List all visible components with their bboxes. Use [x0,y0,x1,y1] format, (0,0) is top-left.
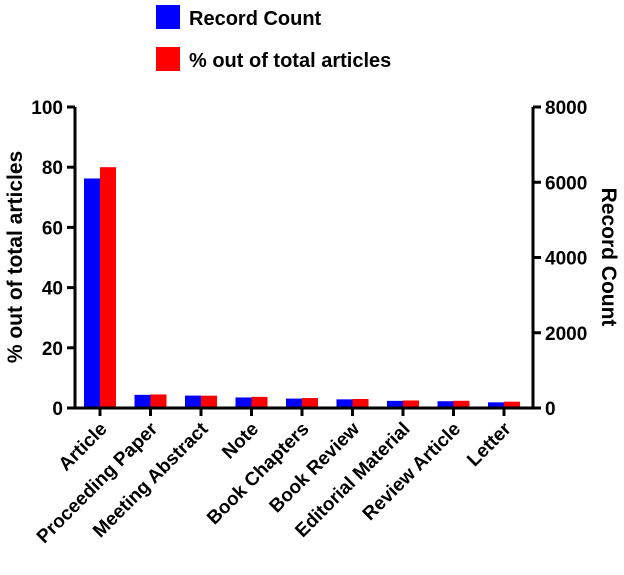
legend: Record Count % out of total articles [156,5,391,72]
x-tick-label: Note [218,419,263,464]
bar-percent-articles [251,396,268,408]
bar-record-count [134,394,151,408]
bar-percent-articles [504,401,520,408]
bar-record-count [185,395,201,408]
bar-percent-articles [201,395,217,408]
legend-label: % out of total articles [189,50,391,72]
bars [84,167,520,408]
y-right-tick-label: 8000 [545,98,587,119]
bar-percent-articles [403,400,419,408]
bar-percent-articles [100,167,116,408]
y-left-tick-label: 80 [42,158,63,179]
bar-record-count [286,398,302,408]
legend-swatch [156,47,180,71]
y-left-tick-label: 60 [42,218,63,239]
y-left-tick-label: 40 [42,279,63,300]
y-right-tick-label: 2000 [545,324,587,345]
y-right-tick-label: 6000 [545,173,587,194]
y-right-tick-label: 0 [545,399,556,420]
x-tick-label: Letter [463,418,516,471]
bar-percent-articles [150,394,167,408]
bar-record-count [387,400,403,408]
y-axis-right-title: Record Count [597,188,620,327]
y-left-tick-label: 20 [42,339,63,360]
y-right-tick-label: 4000 [545,249,587,270]
y-axis-left-title: % out of total articles [4,151,27,363]
bar-record-count [488,402,504,408]
legend-label: Record Count [189,8,322,30]
y-left-tick-label: 100 [31,98,63,119]
bar-percent-articles [302,398,318,408]
bar-record-count [336,399,353,408]
bar-percent-articles [352,398,369,408]
bar-record-count [235,397,252,408]
y-left-tick-label: 0 [52,399,63,420]
legend-swatch [156,5,180,29]
bar-percent-articles [453,400,470,408]
bar-record-count [84,178,100,408]
bar-record-count [437,401,454,408]
